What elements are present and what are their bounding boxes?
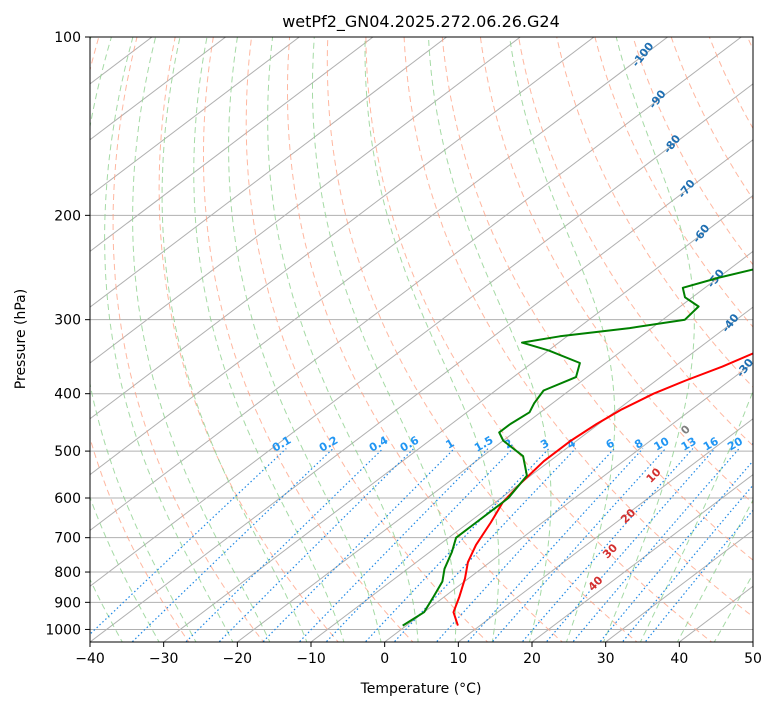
x-tick-label: 20 <box>523 651 541 667</box>
dry-adiabat-line <box>365 37 713 642</box>
moist-adiabat-line <box>509 37 616 642</box>
mixing-ratio-line <box>184 448 384 642</box>
x-tick-label: 10 <box>449 651 467 667</box>
isotherm-line <box>383 362 753 642</box>
dry-adiabat-line <box>287 37 564 642</box>
dry-adiabat-line <box>326 37 638 642</box>
x-tick-label: 50 <box>744 651 762 667</box>
y-tick-label: 200 <box>54 208 81 224</box>
mixing-ratio-line <box>364 448 550 642</box>
y-tick-label: 500 <box>54 444 81 460</box>
isotherm-line <box>90 37 522 364</box>
isotherm-line <box>90 37 669 476</box>
mixing-ratio-line <box>521 448 694 642</box>
x-axis-label: Temperature (°C) <box>360 681 482 697</box>
mixing-ratio-line <box>298 448 489 642</box>
isotherm-line <box>90 37 227 141</box>
y-axis: 100 200 300 400 500 600 700 800 900 1000 <box>45 30 90 638</box>
moist-adiabat-line <box>602 37 695 642</box>
y-tick-label: 800 <box>54 565 81 581</box>
y-axis-label: Pressure (hPa) <box>13 289 29 389</box>
plot-frame <box>89 36 754 643</box>
profile-lines <box>402 268 753 627</box>
moist-adiabat-line <box>364 37 500 642</box>
y-tick-label: 600 <box>54 491 81 507</box>
isotherm-line <box>90 37 301 197</box>
background-lines <box>90 37 753 642</box>
moist-adiabat-line <box>639 389 753 642</box>
y-tick-label: 300 <box>54 313 81 329</box>
moist-adiabat-line <box>193 37 345 642</box>
y-tick-label: 1000 <box>45 622 81 638</box>
dry-adiabat-line <box>203 37 414 642</box>
isotherm-line <box>310 306 753 642</box>
mixing-ratio-line <box>466 448 644 642</box>
mixing-ratio-line <box>545 448 716 642</box>
isotherm-line <box>236 250 753 642</box>
y-tick-label: 900 <box>54 595 81 611</box>
chart-title: wetPf2_GN04.2025.272.06.26.G24 <box>282 12 560 32</box>
dry-adiabat-line <box>441 37 753 561</box>
isotherm-line <box>90 83 753 587</box>
mixing-ratio-line <box>218 448 415 642</box>
mixing-ratio-line <box>572 448 740 642</box>
x-tick-label: 40 <box>670 651 688 667</box>
isotherm-line <box>90 37 743 532</box>
x-axis: −40 −30 −20 −10 0 10 20 30 40 50 <box>75 642 762 667</box>
dry-adiabat-line <box>245 37 489 642</box>
y-tick-label: 700 <box>54 531 81 547</box>
temperature-profile-line <box>452 352 753 626</box>
dry-adiabat-line <box>518 37 753 447</box>
moist-adiabat-line <box>161 37 308 642</box>
x-tick-label: −40 <box>75 651 105 667</box>
x-tick-label: 30 <box>597 651 615 667</box>
dry-adiabat-line <box>479 37 753 504</box>
moist-adiabat-line <box>228 37 382 642</box>
x-tick-label: −20 <box>223 651 253 667</box>
isotherm-line <box>457 418 753 642</box>
dewpoint-profile-line <box>402 268 753 627</box>
isotherm-line <box>90 37 595 420</box>
dry-adiabat-line <box>556 37 753 388</box>
mixing-ratio-line <box>325 448 514 642</box>
dry-adiabat-line <box>158 37 339 642</box>
y-tick-label: 400 <box>54 387 81 403</box>
mixing-ratio-label: 25 <box>750 435 770 454</box>
moist-adiabat-line <box>90 37 197 642</box>
moist-adiabat-line <box>104 37 234 642</box>
mixing-ratio-line <box>621 484 753 642</box>
mixing-ratio-line <box>393 448 577 642</box>
moist-adiabat-line <box>428 37 552 642</box>
y-tick-label: 100 <box>54 30 81 46</box>
moist-adiabat-line <box>132 37 271 642</box>
mixing-ratio-line <box>261 448 455 642</box>
x-tick-label: −10 <box>296 651 326 667</box>
moist-adiabat-line <box>312 37 457 642</box>
isotherm-line <box>604 529 753 642</box>
dry-adiabat-line <box>112 37 265 642</box>
isotherm-line <box>90 37 374 252</box>
x-tick-label: 0 <box>380 651 389 667</box>
isotherm-line <box>90 37 448 308</box>
x-tick-label: −30 <box>149 651 179 667</box>
dry-adiabat-label: -20 <box>748 401 771 425</box>
dry-adiabat-line <box>90 37 190 642</box>
moist-adiabat-line <box>267 37 419 642</box>
